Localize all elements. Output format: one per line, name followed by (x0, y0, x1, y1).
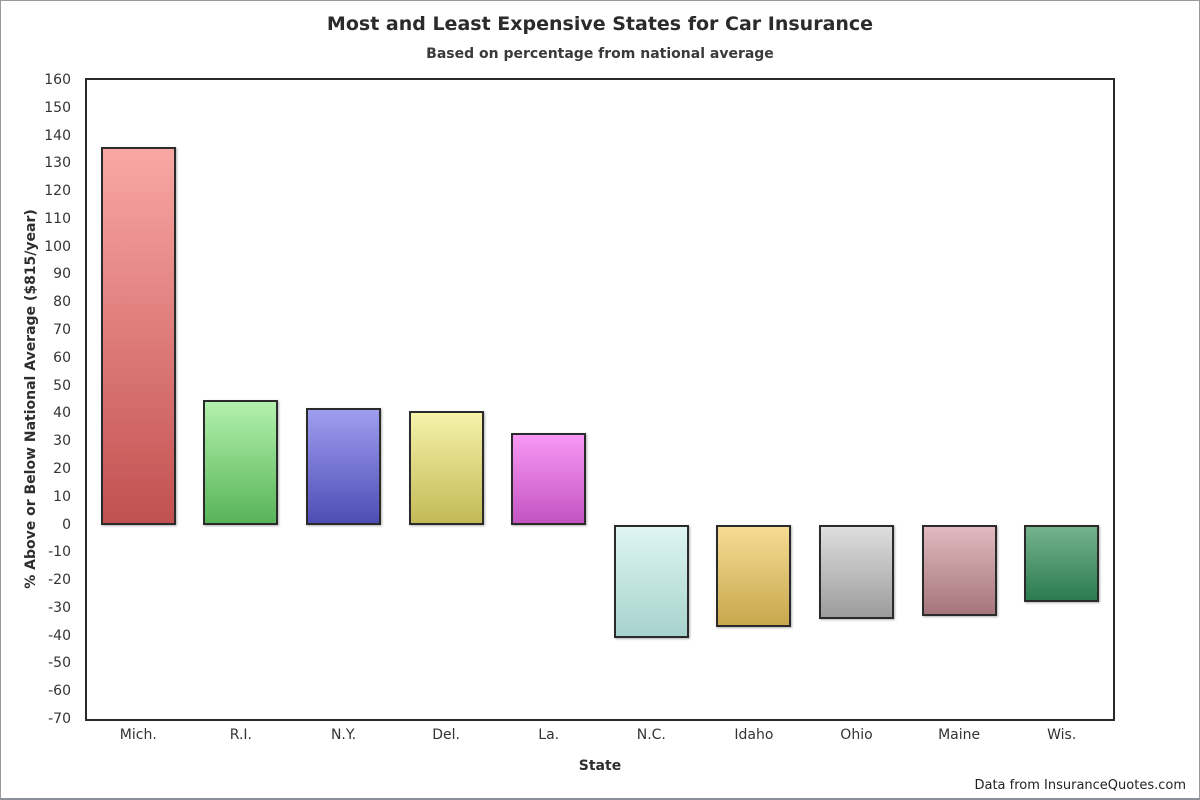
bar-ri (203, 399, 279, 525)
x-tick-label: N.C. (636, 727, 666, 743)
x-tick-label: Del. (432, 727, 460, 743)
x-tick-label: R.I. (229, 727, 253, 743)
y-tick-label: 150 (44, 99, 71, 116)
x-tick-label: Wis. (1047, 727, 1077, 743)
y-tick-label: 20 (53, 460, 71, 477)
plot-area (87, 80, 1113, 719)
y-tick-label: 140 (44, 127, 71, 144)
chart-subtitle: Based on percentage from national averag… (426, 46, 774, 62)
bar-idaho (716, 524, 792, 628)
x-axis-ticks: Mich. R.I. N.Y. Del. La. N.C. Idaho Ohio Maine Wi… (87, 727, 1113, 747)
y-tick-label: 0 (62, 516, 71, 533)
x-tick-label: Idaho (734, 727, 774, 743)
y-tick-label: 130 (44, 155, 71, 172)
y-tick-label: -40 (48, 627, 71, 644)
y-tick-label: -20 (48, 572, 71, 589)
bar-nc (613, 524, 689, 639)
y-tick-label: 40 (53, 405, 71, 422)
x-tick-label: Ohio (840, 727, 873, 743)
y-tick-label: 100 (44, 238, 71, 255)
y-tick-label: 110 (44, 210, 71, 227)
y-tick-label: 90 (53, 266, 71, 283)
y-tick-label: 80 (53, 294, 71, 311)
y-tick-label: 120 (44, 183, 71, 200)
y-tick-label: -60 (48, 683, 71, 700)
y-tick-label: 60 (53, 349, 71, 366)
y-axis-ticks: 160 150 140 130 120 110 100 90 80 70 60 50 40 30 20 10 0… (1, 72, 79, 727)
y-tick-label: -10 (48, 544, 71, 561)
x-tick-label: Maine (938, 727, 981, 743)
y-tick-label: 50 (53, 377, 71, 394)
y-tick-label: 10 (53, 488, 71, 505)
bar-del (408, 410, 484, 525)
x-axis-label: State (578, 758, 622, 774)
bar-wis (1024, 524, 1100, 603)
y-tick-label: -50 (48, 655, 71, 672)
bar-ny (306, 407, 381, 525)
x-tick-label: Mich. (119, 727, 157, 743)
y-tick-label: 70 (53, 322, 71, 339)
x-tick-label: La. (538, 727, 560, 743)
y-tick-label: 160 (44, 72, 71, 88)
bar-ohio (819, 524, 894, 619)
y-tick-label: -70 (48, 711, 71, 727)
bar-mich (100, 146, 176, 525)
chart-title: Most and Least Expensive States for Car … (326, 13, 874, 35)
x-tick-label: N.Y. (330, 727, 357, 743)
bar-la (511, 432, 587, 525)
y-tick-label: -30 (48, 599, 71, 616)
data-source-caption: Data from InsuranceQuotes.com (974, 778, 1186, 793)
y-tick-label: 30 (53, 433, 71, 450)
bar-maine (921, 524, 997, 617)
